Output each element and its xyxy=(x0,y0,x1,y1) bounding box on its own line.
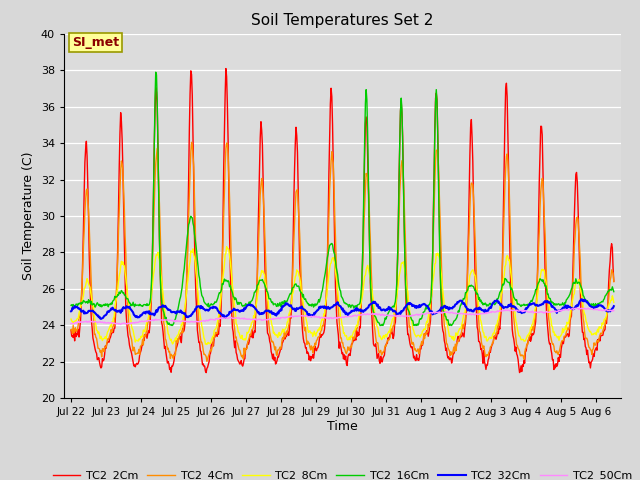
TC2_16Cm xyxy=(458,299,466,305)
TC2_16Cm xyxy=(69,301,77,307)
TC2_50Cm xyxy=(610,308,618,313)
TC2_4Cm xyxy=(610,279,618,285)
TC2_8Cm xyxy=(321,312,328,318)
TC2_8Cm xyxy=(300,308,308,313)
TC2_32Cm xyxy=(300,306,307,312)
TC2_8Cm xyxy=(610,300,618,305)
TC2_4Cm xyxy=(69,323,77,328)
Line: TC2_8Cm: TC2_8Cm xyxy=(71,247,614,345)
TC2_50Cm xyxy=(320,315,328,321)
TC2_4Cm xyxy=(143,328,151,334)
TC2_2Cm xyxy=(222,66,230,72)
TC2_8Cm xyxy=(69,321,77,327)
TC2_2Cm xyxy=(458,334,466,339)
TC2_32Cm xyxy=(610,303,618,309)
TC2_2Cm xyxy=(321,326,328,332)
TC2_50Cm xyxy=(67,321,75,326)
TC2_32Cm xyxy=(320,305,328,311)
TC2_4Cm xyxy=(188,140,195,145)
Legend: TC2_2Cm, TC2_4Cm, TC2_8Cm, TC2_16Cm, TC2_32Cm, TC2_50Cm: TC2_2Cm, TC2_4Cm, TC2_8Cm, TC2_16Cm, TC2… xyxy=(48,466,637,480)
TC2_8Cm xyxy=(223,244,230,250)
TC2_2Cm xyxy=(300,340,308,346)
Line: TC2_32Cm: TC2_32Cm xyxy=(71,299,614,319)
Text: SI_met: SI_met xyxy=(72,36,119,49)
TC2_50Cm xyxy=(457,311,465,316)
TC2_32Cm xyxy=(457,298,465,303)
TC2_50Cm xyxy=(117,322,125,327)
Line: TC2_2Cm: TC2_2Cm xyxy=(71,69,614,372)
TC2_32Cm xyxy=(470,307,478,312)
TC2_16Cm xyxy=(152,69,159,75)
Y-axis label: Soil Temperature (C): Soil Temperature (C) xyxy=(22,152,35,280)
TC2_8Cm xyxy=(471,272,479,278)
TC2_16Cm xyxy=(300,296,308,301)
TC2_16Cm xyxy=(321,274,328,280)
Line: TC2_16Cm: TC2_16Cm xyxy=(71,72,614,325)
TC2_2Cm xyxy=(67,327,75,333)
Line: TC2_4Cm: TC2_4Cm xyxy=(71,143,614,361)
Title: Soil Temperatures Set 2: Soil Temperatures Set 2 xyxy=(252,13,433,28)
TC2_50Cm xyxy=(69,321,77,326)
TC2_16Cm xyxy=(471,288,479,294)
TC2_8Cm xyxy=(458,321,466,327)
TC2_16Cm xyxy=(168,323,175,328)
TC2_32Cm xyxy=(144,309,152,314)
TC2_4Cm xyxy=(67,327,75,333)
X-axis label: Time: Time xyxy=(327,420,358,433)
TC2_50Cm xyxy=(470,312,478,318)
TC2_16Cm xyxy=(67,302,75,308)
TC2_2Cm xyxy=(202,370,210,375)
TC2_2Cm xyxy=(610,278,618,284)
TC2_4Cm xyxy=(458,328,466,334)
TC2_32Cm xyxy=(97,316,105,322)
TC2_32Cm xyxy=(578,296,586,302)
TC2_2Cm xyxy=(69,335,77,340)
TC2_32Cm xyxy=(69,306,77,312)
TC2_8Cm xyxy=(203,342,211,348)
TC2_16Cm xyxy=(143,301,151,307)
TC2_2Cm xyxy=(471,270,479,276)
TC2_16Cm xyxy=(610,289,618,295)
Line: TC2_50Cm: TC2_50Cm xyxy=(71,308,614,324)
TC2_4Cm xyxy=(321,311,328,317)
TC2_32Cm xyxy=(67,308,75,314)
TC2_8Cm xyxy=(67,316,75,322)
TC2_8Cm xyxy=(143,318,151,324)
TC2_50Cm xyxy=(300,313,307,319)
TC2_50Cm xyxy=(144,318,152,324)
TC2_50Cm xyxy=(579,305,587,311)
TC2_2Cm xyxy=(143,336,151,341)
TC2_4Cm xyxy=(471,234,479,240)
TC2_4Cm xyxy=(203,359,211,364)
TC2_4Cm xyxy=(300,324,308,330)
